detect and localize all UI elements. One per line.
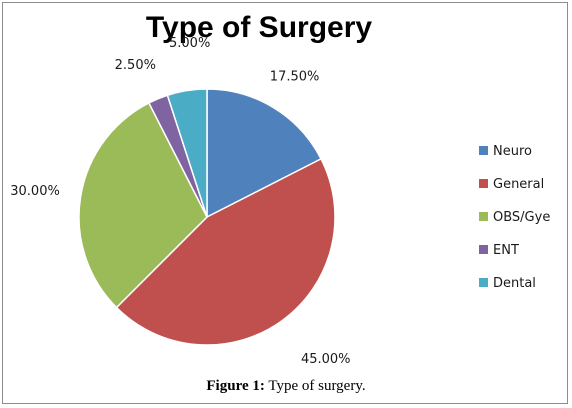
chart-area: Type of Surgery 17.50% 45.00% 30.00% 2.50% 5… [3, 3, 569, 371]
pie-slice-general [115, 157, 336, 346]
pie-chart: Type of Surgery 17.50% 45.00% 30.00% 2.50% 5… [10, 11, 550, 367]
legend-label-general: General [493, 177, 544, 192]
figure-frame: Type of Surgery 17.50% 45.00% 30.00% 2.50% 5… [2, 2, 568, 404]
data-label-neuro: 17.50% [270, 70, 320, 85]
legend-label-neuro: Neuro [493, 144, 532, 159]
pie-slice-obs-gye [78, 101, 208, 309]
pie-slice-neuro [206, 88, 323, 219]
data-label-ent: 2.50% [115, 58, 156, 73]
legend-label-obs-gye: OBS/Gye [493, 210, 550, 225]
legend-label-dental: Dental [493, 276, 536, 291]
figure-caption: Figure 1: Type of surgery. [3, 378, 569, 395]
legend-swatch-obs-gye [479, 212, 488, 221]
legend-swatch-general [479, 179, 488, 188]
pie-slice-dental [166, 88, 208, 218]
legend-swatch-neuro [479, 146, 488, 155]
pie-data-labels: 17.50% 45.00% 30.00% 2.50% 5.00% [10, 36, 350, 367]
data-label-dental: 5.00% [169, 36, 210, 51]
legend-swatch-ent [479, 245, 488, 254]
legend-swatch-dental [479, 278, 488, 287]
figure-caption-text: Type of surgery. [264, 378, 366, 394]
chart-legend: Neuro General OBS/Gye ENT Dental [479, 144, 550, 291]
pie-slices [78, 88, 336, 346]
data-label-general: 45.00% [301, 352, 351, 367]
data-label-obs-gye: 30.00% [10, 184, 60, 199]
figure-label: Figure 1: [206, 378, 265, 394]
chart-title: Type of Surgery [146, 11, 372, 44]
legend-label-ent: ENT [493, 243, 519, 258]
